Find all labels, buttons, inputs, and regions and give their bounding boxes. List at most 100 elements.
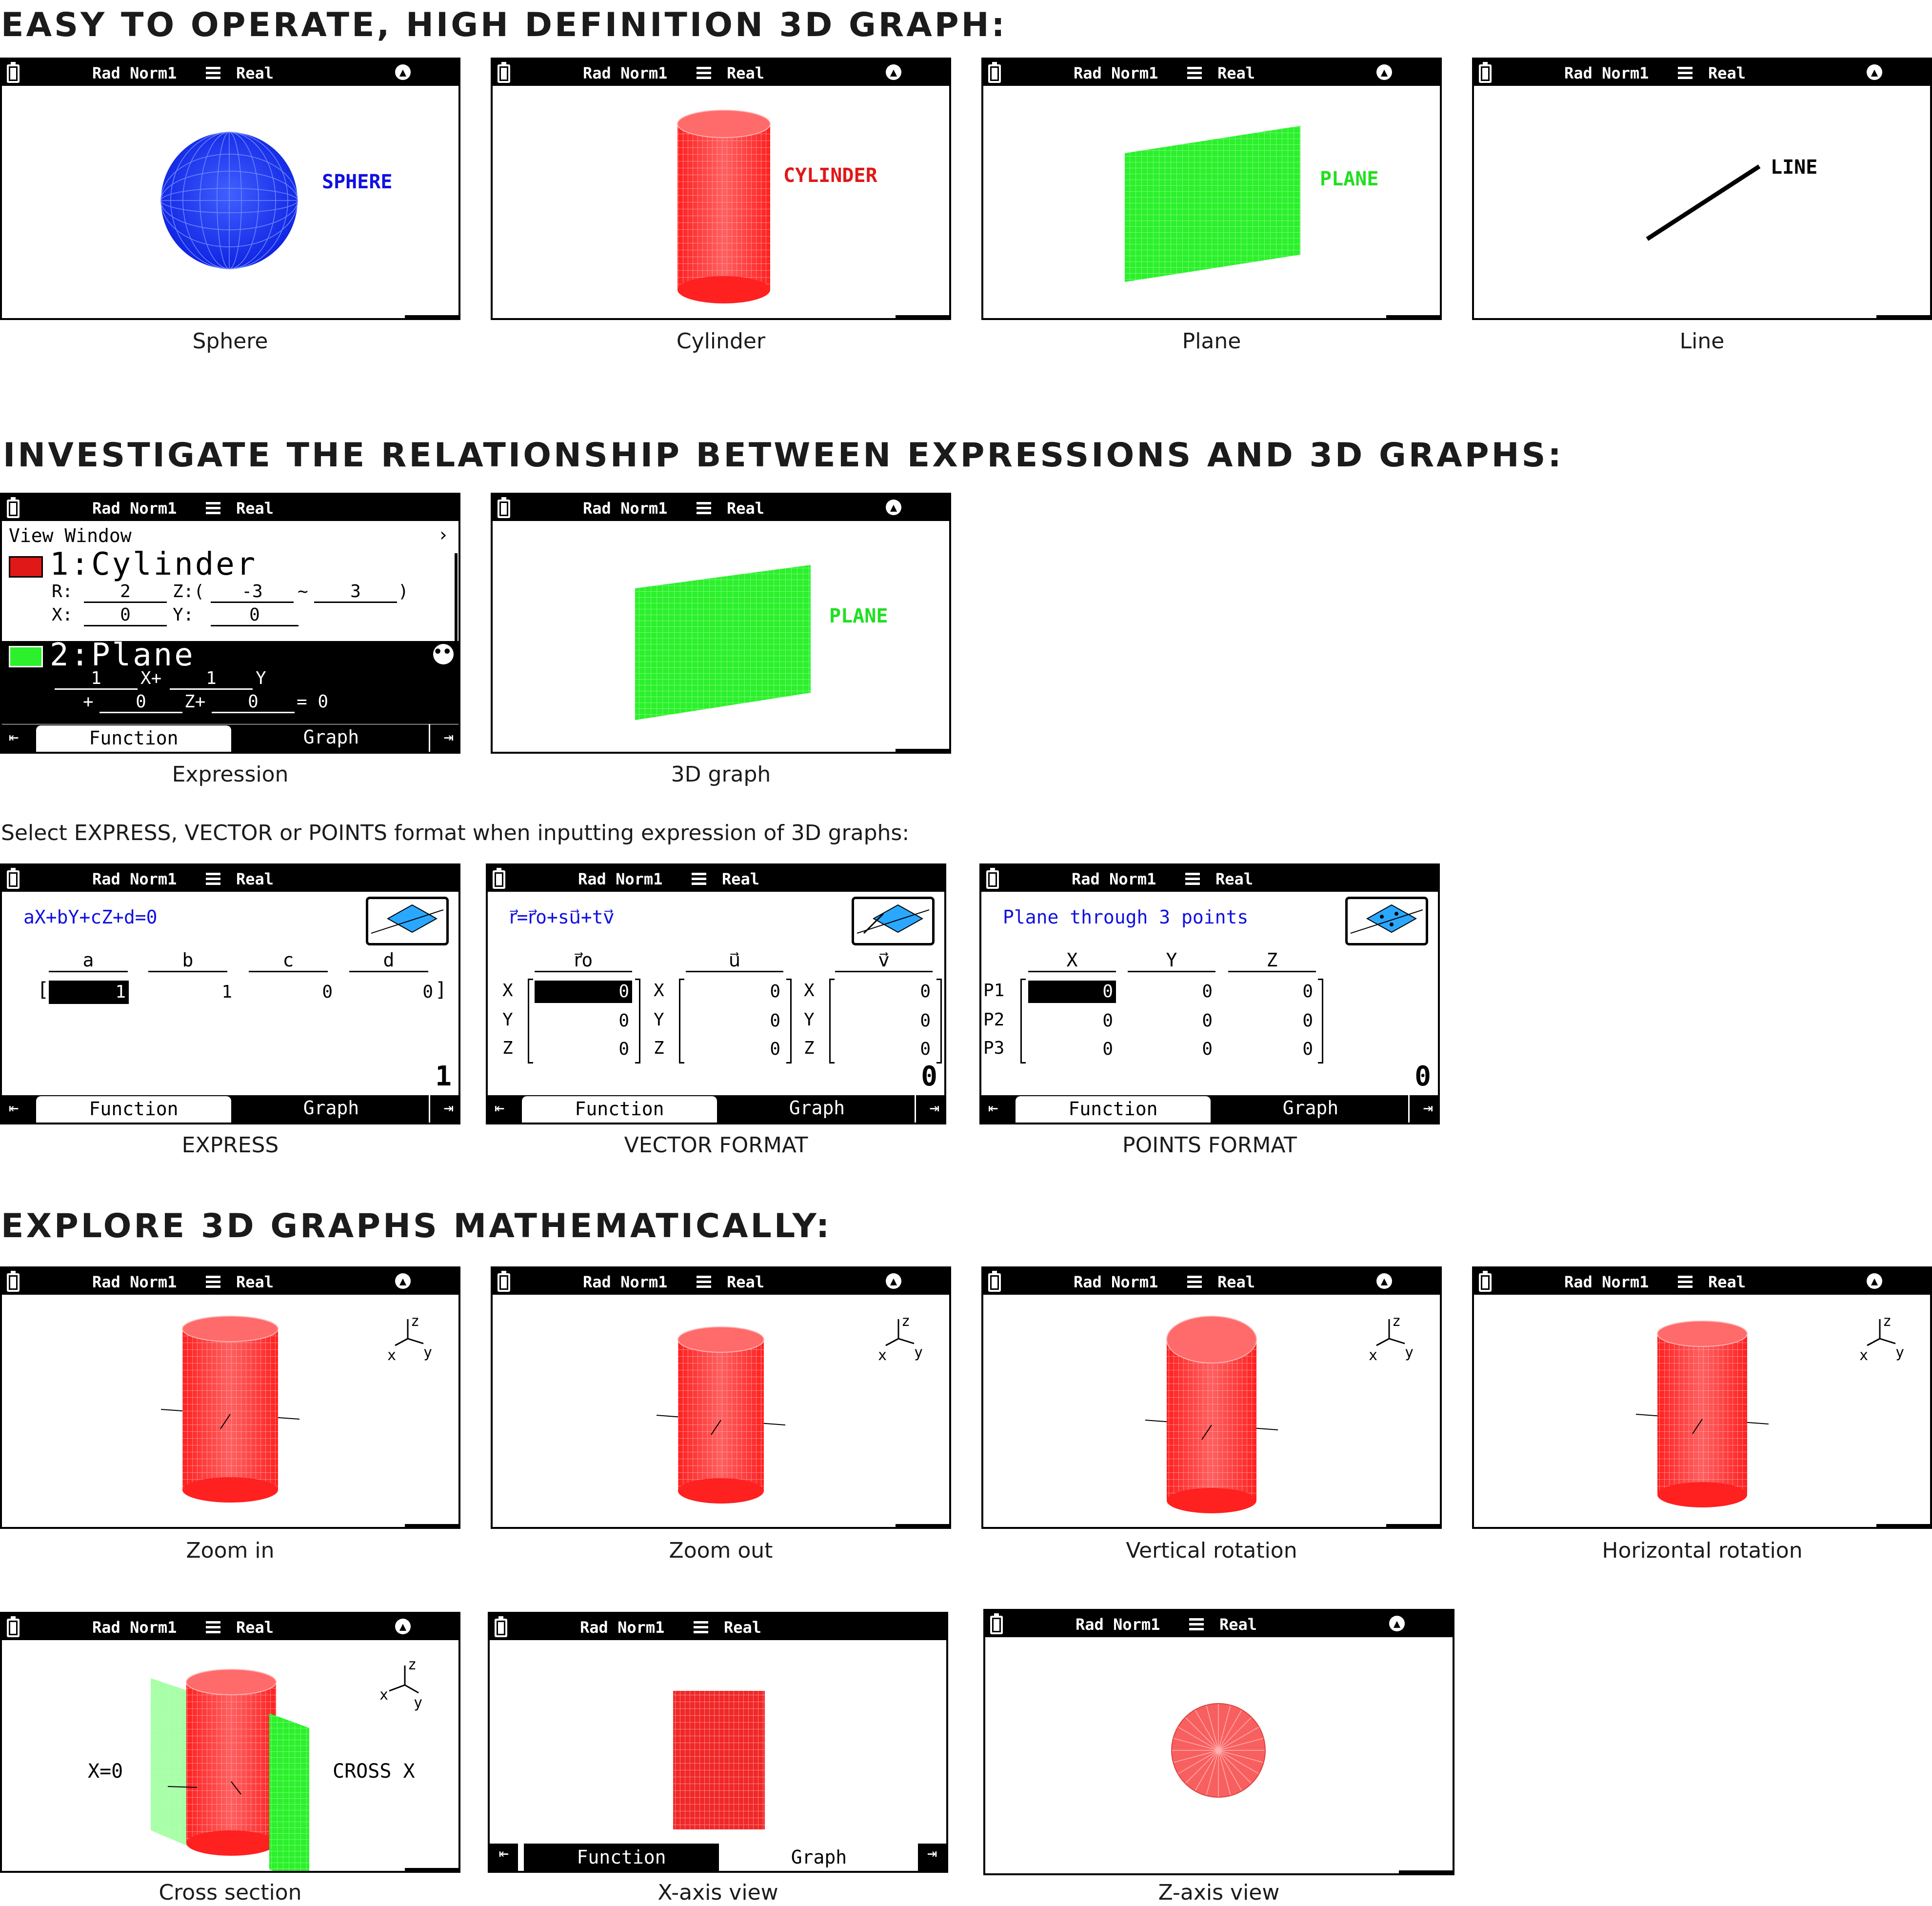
points-formula: Plane through 3 points xyxy=(1003,906,1249,928)
collapse-icon[interactable]: ▲ xyxy=(1867,1273,1882,1289)
collapse-icon[interactable]: ▲ xyxy=(1389,1616,1405,1631)
tab-function[interactable]: Function xyxy=(522,1096,717,1123)
svg-text:x: x xyxy=(379,1686,388,1704)
field-plane-d[interactable]: 0 xyxy=(212,692,295,713)
cell-c[interactable]: 0 xyxy=(322,982,333,1002)
chevron-right-icon[interactable]: › xyxy=(438,524,449,545)
point-cell[interactable]: 0 xyxy=(1202,982,1213,1002)
field-y[interactable]: 0 xyxy=(211,605,299,626)
vector-cell[interactable]: 0 xyxy=(618,1039,629,1059)
point-cell[interactable]: 0 xyxy=(1202,1039,1213,1059)
header-r0: r⃗o xyxy=(535,949,632,972)
vector-cell[interactable]: 0 xyxy=(770,1039,780,1059)
bracket-left xyxy=(528,979,533,1063)
collapse-icon[interactable]: ▲ xyxy=(395,64,411,80)
plane-points-thumbnail-icon[interactable] xyxy=(1345,897,1428,945)
field-plane-b[interactable]: 1 xyxy=(170,668,253,690)
collapse-icon[interactable]: ▲ xyxy=(886,500,901,515)
angle-mode: Rad Norm1 xyxy=(583,64,668,82)
more-options-icon[interactable]: ••• xyxy=(433,644,458,664)
vector-cell[interactable]: 0 xyxy=(535,981,632,1003)
cylinder-graph xyxy=(160,1316,300,1503)
tab-function[interactable]: Function xyxy=(36,1096,231,1123)
tab-graph[interactable]: Graph xyxy=(719,1095,916,1123)
display-format-icon xyxy=(692,873,706,885)
bracket-right xyxy=(936,979,942,1063)
point-cell[interactable]: 0 xyxy=(1302,1039,1313,1059)
vector-cell[interactable]: 0 xyxy=(920,1011,931,1031)
collapse-icon[interactable]: ▲ xyxy=(1867,64,1882,80)
vector-cell[interactable]: 0 xyxy=(920,1039,931,1059)
collapse-icon[interactable]: ▲ xyxy=(886,1273,901,1289)
view-window-menu[interactable]: View Window xyxy=(9,525,132,546)
tab-graph[interactable]: Graph xyxy=(791,1846,847,1868)
collapse-icon[interactable]: ▲ xyxy=(886,64,901,80)
plane-thumbnail-icon[interactable] xyxy=(366,897,449,945)
display-format-icon xyxy=(1678,1276,1693,1288)
battery-icon xyxy=(498,1271,510,1292)
field-plane-a[interactable]: 1 xyxy=(55,668,138,690)
nav-right-icon[interactable]: ⇥ xyxy=(1423,1098,1433,1118)
entry-cylinder-title[interactable]: 1:Cylinder xyxy=(50,546,258,582)
field-plane-c[interactable]: 0 xyxy=(100,692,182,713)
display-format-icon xyxy=(1189,1618,1204,1631)
nav-right-icon[interactable]: ⇥ xyxy=(929,1098,939,1118)
cell-d[interactable]: 0 xyxy=(422,982,433,1002)
point-cell[interactable]: 0 xyxy=(1102,1039,1113,1059)
vector-cell[interactable]: 0 xyxy=(770,1011,780,1031)
axes-triad-icon: z x y xyxy=(1369,1313,1414,1364)
plane-color-swatch[interactable] xyxy=(9,646,43,667)
cylinder-color-swatch[interactable] xyxy=(9,556,43,578)
x-axis-view-graph xyxy=(673,1691,765,1829)
vector-cell[interactable]: 0 xyxy=(618,1011,629,1031)
tab-graph[interactable]: Graph xyxy=(1213,1095,1410,1123)
nav-left-icon[interactable]: ⇤ xyxy=(495,1098,505,1118)
field-z-from[interactable]: -3 xyxy=(211,582,294,603)
collapse-icon[interactable]: ▲ xyxy=(1376,1273,1392,1289)
scrollbar[interactable] xyxy=(455,553,458,685)
cell-b[interactable]: 1 xyxy=(221,982,232,1002)
caption-vector: VECTOR FORMAT xyxy=(624,1133,808,1158)
axes-triad-icon: z x y xyxy=(379,1661,422,1711)
graph-label: PLANE xyxy=(829,605,888,627)
point-cell[interactable]: 0 xyxy=(1102,1011,1113,1031)
nav-right-icon[interactable]: ⇥ xyxy=(918,1844,946,1871)
caption-cylinder: Cylinder xyxy=(676,329,766,354)
nav-left-icon[interactable]: ⇤ xyxy=(490,1844,518,1871)
collapse-icon[interactable]: ▲ xyxy=(1376,64,1392,80)
nav-left-icon[interactable]: ⇤ xyxy=(988,1098,998,1118)
tab-function[interactable]: Function xyxy=(524,1844,719,1871)
caption-explore-3: Horizontal rotation xyxy=(1602,1538,1803,1563)
angle-mode: Rad Norm1 xyxy=(92,64,177,82)
field-r[interactable]: 2 xyxy=(84,582,167,603)
entry-plane[interactable]: 2:Plane ••• 1 X+ 1 Y + 0 Z+ 0 = 0 xyxy=(2,637,458,724)
label-y-var: Y xyxy=(256,668,266,688)
tab-function[interactable]: Function xyxy=(36,725,231,752)
nav-right-icon[interactable]: ⇥ xyxy=(443,727,454,747)
point-cell[interactable]: 0 xyxy=(1028,981,1116,1003)
header-pz: Z xyxy=(1228,949,1316,972)
header-px: X xyxy=(1028,949,1116,972)
nav-right-icon[interactable]: ⇥ xyxy=(443,1098,454,1118)
complex-mode: Real xyxy=(236,1618,274,1637)
vector-cell[interactable]: 0 xyxy=(770,982,780,1002)
field-x[interactable]: 0 xyxy=(84,605,167,626)
collapse-icon[interactable]: ▲ xyxy=(395,1273,411,1289)
tab-graph[interactable]: Graph xyxy=(234,1095,430,1123)
tab-graph[interactable]: Graph xyxy=(234,724,430,752)
cell-a[interactable]: 1 xyxy=(49,981,129,1004)
collapse-icon[interactable]: ▲ xyxy=(395,1619,411,1634)
point-cell[interactable]: 0 xyxy=(1302,1011,1313,1031)
point-cell[interactable]: 0 xyxy=(1302,982,1313,1002)
field-z-to[interactable]: 3 xyxy=(314,582,397,603)
plane-vector-thumbnail-icon[interactable] xyxy=(852,897,935,945)
complex-mode: Real xyxy=(1217,64,1255,82)
tab-function[interactable]: Function xyxy=(1016,1096,1211,1123)
nav-left-icon[interactable]: ⇤ xyxy=(9,727,19,747)
nav-left-icon[interactable]: ⇤ xyxy=(9,1098,19,1118)
screen-expression: Rad Norm1 Real View Window › 1:Cylinder … xyxy=(0,493,460,754)
point-cell[interactable]: 0 xyxy=(1202,1011,1213,1031)
complex-mode: Real xyxy=(724,1618,762,1637)
vector-cell[interactable]: 0 xyxy=(920,982,931,1002)
battery-icon xyxy=(493,868,505,889)
